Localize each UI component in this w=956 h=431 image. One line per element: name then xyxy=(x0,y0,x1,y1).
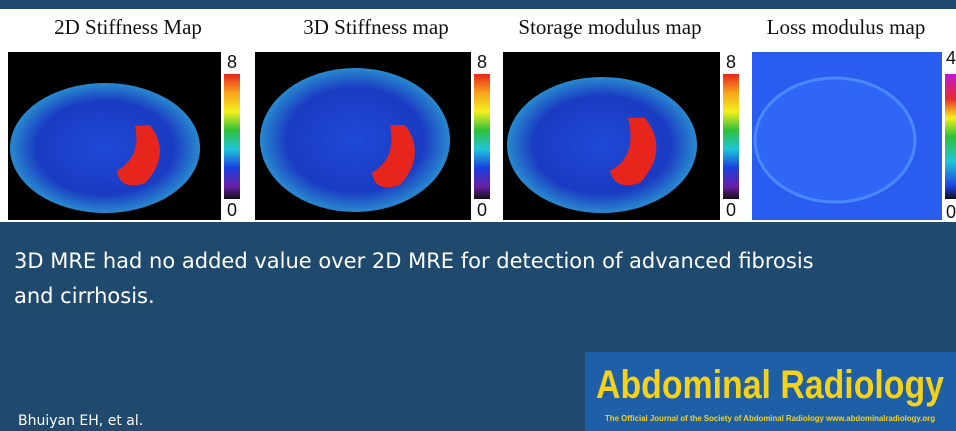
scale-max: 8 xyxy=(227,52,237,72)
panel-title: 3D Stiffness map xyxy=(303,15,448,39)
conclusion-line: 3D MRE had no added value over 2D MRE fo… xyxy=(14,249,814,273)
panel-title: 2D Stiffness Map xyxy=(54,15,202,39)
scale-min: 0 xyxy=(946,202,956,222)
citation: Bhuiyan EH, et al. xyxy=(18,413,143,429)
journal-tagline: The Official Journal of the Society of A… xyxy=(605,414,935,423)
colorbar xyxy=(723,74,739,199)
scale-min: 0 xyxy=(477,200,487,220)
conclusion-line: and cirrhosis. xyxy=(14,284,155,308)
scale-min: 0 xyxy=(726,200,736,220)
anatomy xyxy=(755,78,915,202)
journal-logo: Abdominal Radiology The Official Journal… xyxy=(585,352,956,431)
top-bar xyxy=(0,0,956,9)
anatomy xyxy=(260,68,450,212)
page: {"panels": [ {"title": "2D Stiffness Map… xyxy=(0,0,956,431)
journal-name: Abdominal Radiology xyxy=(596,363,945,407)
colorbar xyxy=(224,74,240,199)
anatomy xyxy=(10,83,200,213)
scale-max: 8 xyxy=(477,52,487,72)
graphical-abstract: 2D Stiffness Map 8 0 3D Stiffness map 8 … xyxy=(0,0,956,431)
panel-title: Storage modulus map xyxy=(518,15,701,39)
scale-max: 8 xyxy=(726,52,736,72)
panel-title: Loss modulus map xyxy=(767,15,926,39)
scale-min: 0 xyxy=(227,200,237,220)
scale-max: 4 xyxy=(946,48,956,68)
anatomy xyxy=(507,77,697,213)
colorbar xyxy=(474,74,490,199)
colorbar xyxy=(945,74,956,199)
